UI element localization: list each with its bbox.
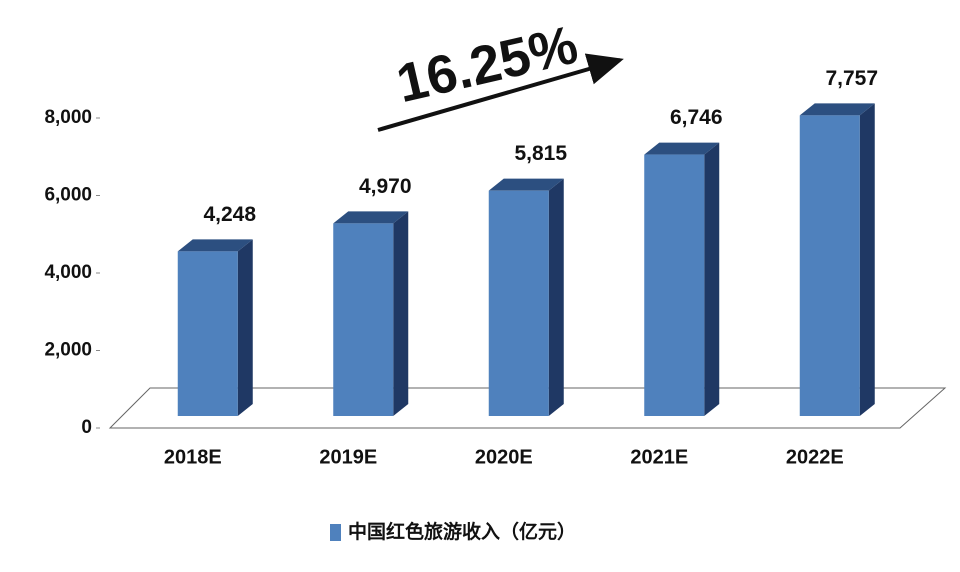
growth-arrow bbox=[377, 53, 624, 132]
bar-side bbox=[548, 178, 564, 416]
bar-side bbox=[704, 142, 720, 416]
value-label: 7,757 bbox=[825, 67, 878, 90]
value-label: 5,815 bbox=[514, 142, 567, 165]
y-tick-label: 4,000 bbox=[44, 262, 92, 283]
y-tick-label: 2,000 bbox=[44, 340, 92, 361]
x-tick-label: 2018E bbox=[164, 446, 222, 468]
bar bbox=[488, 190, 549, 416]
bar-top bbox=[488, 178, 564, 191]
bar-top bbox=[644, 142, 720, 155]
y-tick-label: 8,000 bbox=[44, 107, 92, 128]
x-tick-label: 2022E bbox=[786, 446, 844, 468]
x-tick-label: 2019E bbox=[319, 446, 377, 468]
bar bbox=[644, 154, 705, 416]
bar-top bbox=[799, 103, 875, 116]
x-tick-label: 2021E bbox=[630, 446, 688, 468]
bar-side bbox=[237, 239, 253, 416]
y-tick-label: 0 bbox=[81, 417, 92, 438]
legend-label: 中国红色旅游收入（亿元） bbox=[348, 520, 576, 543]
bar-top bbox=[333, 211, 409, 224]
bar bbox=[177, 251, 238, 416]
value-label: 4,248 bbox=[203, 203, 256, 226]
bar bbox=[799, 115, 860, 416]
bar-side bbox=[859, 103, 875, 416]
x-tick-label: 2020E bbox=[475, 446, 533, 468]
y-tick-label: 6,000 bbox=[44, 185, 92, 206]
value-label: 4,970 bbox=[359, 175, 412, 198]
value-label: 6,746 bbox=[670, 106, 723, 129]
bar bbox=[333, 223, 394, 416]
bar-side bbox=[393, 211, 409, 416]
legend-swatch bbox=[330, 524, 341, 541]
bar-top bbox=[177, 239, 253, 252]
